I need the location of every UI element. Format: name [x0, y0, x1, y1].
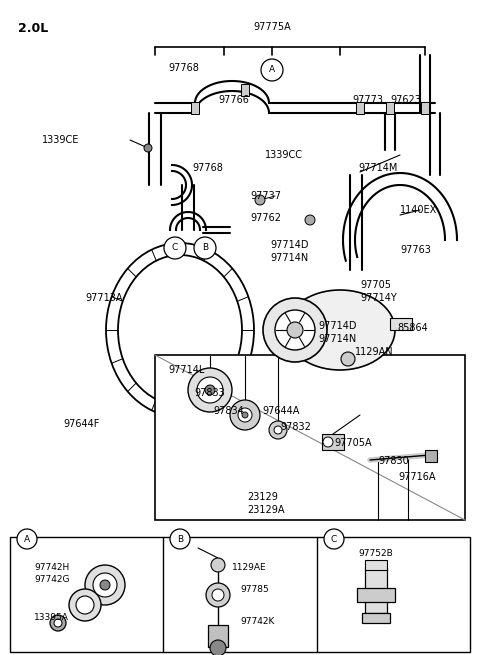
- Text: 97752B: 97752B: [358, 548, 393, 557]
- Text: 97830: 97830: [378, 456, 409, 466]
- Text: 97773: 97773: [352, 95, 383, 105]
- Circle shape: [170, 529, 190, 549]
- Bar: [390, 318, 412, 330]
- Text: 97768: 97768: [168, 63, 199, 73]
- Circle shape: [85, 565, 125, 605]
- Text: 97705: 97705: [360, 280, 391, 290]
- Text: 97713A: 97713A: [85, 293, 122, 303]
- Circle shape: [274, 426, 282, 434]
- Bar: [425, 450, 437, 462]
- Text: 97705A: 97705A: [334, 438, 372, 448]
- Text: 97762: 97762: [250, 213, 281, 223]
- Circle shape: [50, 615, 66, 631]
- Text: B: B: [177, 534, 183, 544]
- Circle shape: [305, 215, 315, 225]
- Text: 13395A: 13395A: [34, 614, 69, 622]
- Bar: [362, 613, 390, 623]
- Bar: [421, 102, 429, 114]
- Text: 97714L: 97714L: [168, 365, 204, 375]
- Circle shape: [255, 195, 265, 205]
- Text: 97785: 97785: [240, 586, 269, 595]
- Bar: [386, 102, 394, 114]
- Circle shape: [205, 385, 215, 395]
- Text: 97714N: 97714N: [318, 334, 356, 344]
- Text: 1339CE: 1339CE: [42, 135, 79, 145]
- Bar: [191, 102, 199, 114]
- Text: 97766: 97766: [218, 95, 249, 105]
- Bar: [208, 625, 228, 647]
- Text: 1140EX: 1140EX: [400, 205, 437, 215]
- Text: 2.0L: 2.0L: [18, 22, 48, 35]
- Text: 97742H: 97742H: [34, 563, 69, 572]
- Circle shape: [93, 573, 117, 597]
- Text: 97832: 97832: [280, 422, 311, 432]
- Text: A: A: [269, 66, 275, 75]
- Text: 1339CC: 1339CC: [265, 150, 303, 160]
- Text: 97714D: 97714D: [318, 321, 357, 331]
- Circle shape: [197, 377, 223, 403]
- Text: C: C: [331, 534, 337, 544]
- Text: 97742K: 97742K: [240, 618, 275, 626]
- Circle shape: [69, 589, 101, 621]
- Circle shape: [341, 352, 355, 366]
- Circle shape: [144, 144, 152, 152]
- Circle shape: [206, 583, 230, 607]
- Bar: [322, 434, 344, 450]
- Text: 23129: 23129: [247, 492, 278, 502]
- Text: C: C: [172, 244, 178, 252]
- Text: 97714D: 97714D: [270, 240, 309, 250]
- Bar: [365, 560, 387, 570]
- Bar: [241, 84, 249, 96]
- Bar: [356, 102, 364, 114]
- Circle shape: [261, 59, 283, 81]
- Circle shape: [275, 310, 315, 350]
- Circle shape: [76, 596, 94, 614]
- Circle shape: [287, 322, 303, 338]
- Text: A: A: [24, 534, 30, 544]
- Text: 97737: 97737: [250, 191, 281, 201]
- Text: 97714Y: 97714Y: [360, 293, 397, 303]
- Circle shape: [269, 421, 287, 439]
- Text: 97714N: 97714N: [270, 253, 308, 263]
- Circle shape: [324, 529, 344, 549]
- Circle shape: [164, 237, 186, 259]
- Circle shape: [212, 589, 224, 601]
- Text: 97775A: 97775A: [253, 22, 291, 32]
- Circle shape: [230, 400, 260, 430]
- Text: 97623: 97623: [390, 95, 421, 105]
- Bar: [10, 537, 470, 652]
- Circle shape: [100, 580, 110, 590]
- Text: 85864: 85864: [397, 323, 428, 333]
- Text: 97833: 97833: [194, 388, 225, 398]
- Text: 97714M: 97714M: [358, 163, 397, 173]
- Text: 97763: 97763: [400, 245, 431, 255]
- Circle shape: [54, 619, 62, 627]
- Bar: [155, 355, 465, 520]
- Circle shape: [323, 437, 333, 447]
- Text: 97716A: 97716A: [398, 472, 435, 482]
- Text: 1129AN: 1129AN: [355, 347, 394, 357]
- Circle shape: [188, 368, 232, 412]
- Bar: [357, 588, 395, 602]
- Text: B: B: [202, 244, 208, 252]
- Text: 97644A: 97644A: [262, 406, 300, 416]
- Text: 97768: 97768: [192, 163, 223, 173]
- Text: 97834: 97834: [213, 406, 244, 416]
- Text: 1129AE: 1129AE: [232, 563, 266, 572]
- Ellipse shape: [285, 290, 395, 370]
- Circle shape: [194, 237, 216, 259]
- Circle shape: [17, 529, 37, 549]
- Text: 97742G: 97742G: [34, 576, 70, 584]
- Bar: [365, 568, 387, 613]
- Circle shape: [210, 640, 226, 655]
- Circle shape: [211, 558, 225, 572]
- Circle shape: [263, 298, 327, 362]
- Circle shape: [238, 408, 252, 422]
- Circle shape: [242, 412, 248, 418]
- Text: 23129A: 23129A: [247, 505, 285, 515]
- Text: 97644F: 97644F: [63, 419, 99, 429]
